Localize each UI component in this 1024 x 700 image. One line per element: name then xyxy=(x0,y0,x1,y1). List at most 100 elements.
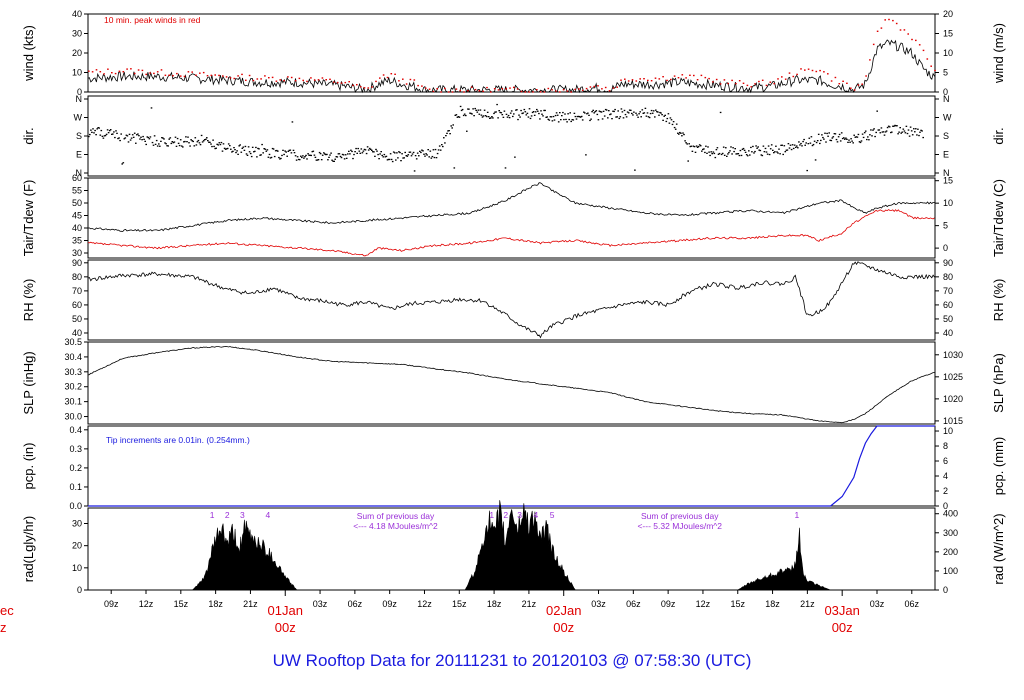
wind-peak-point xyxy=(156,71,159,73)
direction-point xyxy=(872,129,874,131)
direction-point xyxy=(133,132,136,134)
direction-point xyxy=(827,135,829,137)
direction-point xyxy=(382,156,385,158)
wind-peak-point xyxy=(922,49,925,52)
relative-humidity-line xyxy=(87,261,935,339)
direction-point xyxy=(237,153,239,155)
direction-point xyxy=(401,153,403,155)
direction-point xyxy=(168,138,170,140)
direction-point xyxy=(328,156,330,158)
direction-point xyxy=(471,113,473,115)
wind-peak-point xyxy=(336,81,339,84)
direction-point xyxy=(333,160,335,162)
x-tick-label: 03z xyxy=(870,599,885,609)
wind-peak-point xyxy=(183,75,186,78)
direction-point xyxy=(501,114,504,116)
direction-point xyxy=(390,158,393,161)
direction-point xyxy=(758,149,760,151)
wind-peak-point xyxy=(658,78,661,80)
wind-peak-point xyxy=(137,69,140,71)
direction-point xyxy=(156,145,159,147)
direction-point xyxy=(765,151,768,153)
hour-marker-label: 2 xyxy=(225,510,230,520)
wind-peak-point xyxy=(574,88,576,91)
wind-peak-point xyxy=(229,77,232,79)
wind-peak-point xyxy=(482,90,484,92)
left-tick-label: 90 xyxy=(72,258,82,268)
direction-point xyxy=(644,107,647,109)
direction-point xyxy=(343,158,346,160)
direction-point xyxy=(244,145,247,148)
wind-peak-point xyxy=(103,73,105,75)
direction-point xyxy=(388,158,391,161)
left-tick-label: 30 xyxy=(72,519,82,529)
direction-point xyxy=(458,116,461,118)
direction-point xyxy=(102,137,105,139)
direction-point xyxy=(893,125,895,127)
wind-peak-point xyxy=(804,69,806,71)
direction-point xyxy=(568,118,570,121)
direction-point xyxy=(125,134,128,136)
direction-point xyxy=(885,130,888,132)
direction-point xyxy=(384,156,387,158)
direction-point xyxy=(374,155,376,157)
x-tick-label: 03z xyxy=(313,599,328,609)
direction-point xyxy=(586,113,588,115)
direction-point xyxy=(562,111,564,114)
direction-point xyxy=(910,130,913,132)
wind-peak-point xyxy=(268,77,270,79)
direction-point xyxy=(641,109,644,111)
direction-point xyxy=(361,152,364,154)
direction-point xyxy=(546,116,548,118)
direction-point xyxy=(248,151,251,153)
direction-point xyxy=(642,112,645,114)
direction-point xyxy=(419,150,421,152)
direction-point xyxy=(560,119,562,121)
wind-peak-point xyxy=(470,86,473,88)
direction-point xyxy=(763,151,766,153)
direction-point xyxy=(225,148,228,150)
direction-point xyxy=(577,115,580,118)
direction-point xyxy=(579,116,582,118)
direction-point xyxy=(552,115,555,118)
wind-peak-point xyxy=(811,69,814,72)
direction-point xyxy=(855,136,858,138)
direction-point xyxy=(575,118,578,120)
direction-point xyxy=(702,148,704,151)
wind-peak-point xyxy=(704,76,707,79)
direction-point xyxy=(362,150,365,152)
direction-point xyxy=(626,111,629,113)
direction-point xyxy=(793,144,796,146)
direction-point xyxy=(294,155,297,157)
direction-point xyxy=(854,136,857,138)
direction-point xyxy=(123,138,126,140)
direction-point xyxy=(559,112,561,114)
direction-point xyxy=(307,153,309,155)
direction-point xyxy=(184,140,186,143)
direction-point xyxy=(357,147,359,150)
wind-peak-point xyxy=(830,80,833,82)
direction-point xyxy=(685,142,687,144)
wind-peak-point xyxy=(275,80,278,82)
direction-point xyxy=(364,149,367,151)
wind-peak-point xyxy=(861,83,863,85)
wind-ylabel-right: wind (m/s) xyxy=(991,23,1006,84)
direction-point xyxy=(625,116,628,118)
direction-point xyxy=(460,109,463,112)
direction-point xyxy=(808,137,811,139)
direction-point xyxy=(373,151,375,153)
wind-peak-point xyxy=(245,79,247,81)
pcp-ylabel-left: pcp. (in) xyxy=(21,443,36,490)
direction-point xyxy=(491,116,493,118)
direction-point xyxy=(670,119,673,121)
direction-point xyxy=(305,154,307,157)
direction-point xyxy=(441,144,443,146)
direction-point xyxy=(297,158,300,161)
direction-point xyxy=(697,145,700,148)
direction-point xyxy=(913,128,915,130)
direction-point xyxy=(93,132,95,134)
direction-point xyxy=(146,136,149,138)
direction-point xyxy=(665,120,668,123)
direction-point xyxy=(532,111,535,113)
direction-point xyxy=(226,147,229,150)
